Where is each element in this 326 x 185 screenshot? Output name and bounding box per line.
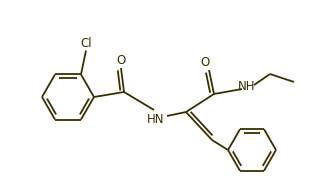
Text: O: O [116, 53, 126, 66]
Text: Cl: Cl [80, 37, 92, 50]
Text: HN: HN [147, 112, 165, 125]
Text: NH: NH [238, 80, 256, 92]
Text: O: O [200, 56, 210, 68]
